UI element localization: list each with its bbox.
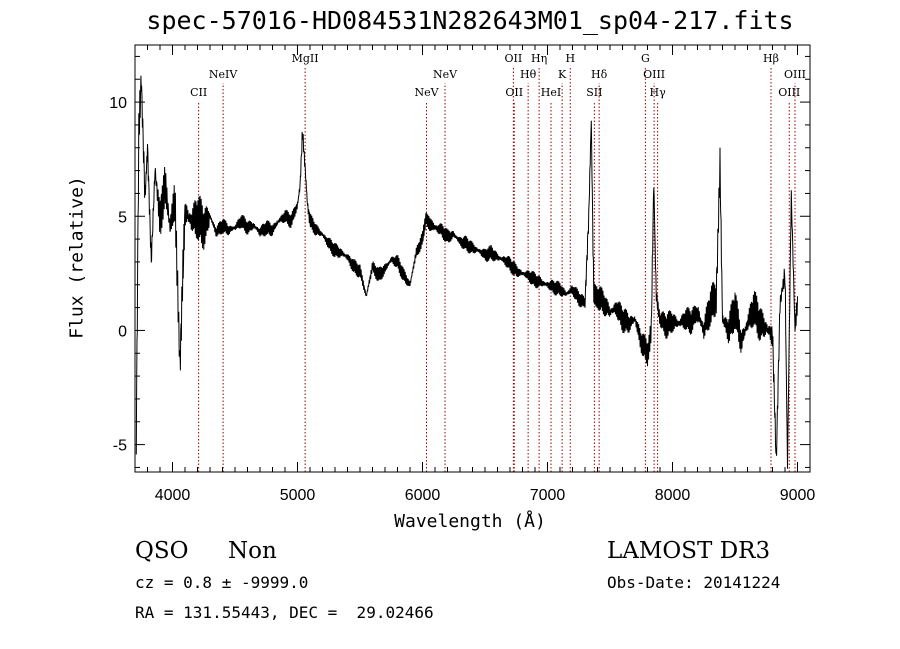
y-axis-label: Flux (relative) [66, 176, 88, 339]
line-marker-label: OIII [778, 86, 800, 99]
x-tick-label: 7000 [530, 487, 566, 504]
x-tick-label: 8000 [655, 487, 691, 504]
line-marker-label: Hθ [520, 68, 537, 81]
x-tick-label: 9000 [780, 487, 816, 504]
line-marker-label: HeI [541, 86, 561, 99]
plot-frame [134, 44, 811, 473]
line-marker-label: Hγ [650, 86, 667, 99]
x-tick-label: 6000 [405, 487, 441, 504]
line-marker-label: CII [190, 86, 207, 99]
line-marker-label: OIII [643, 68, 665, 81]
line-marker-label: NeIV [209, 68, 238, 81]
line-marker-label: Hβ [763, 52, 779, 65]
y-tick-label: 10 [109, 95, 127, 112]
x-tick-label: 5000 [280, 487, 316, 504]
line-marker-label: G [641, 52, 650, 65]
y-tick-label: 0 [118, 323, 127, 340]
line-marker-label: K [558, 68, 567, 81]
spectrum-line [135, 75, 798, 469]
line-marker-label: Hδ [591, 68, 608, 81]
line-marker-label: NeV [414, 86, 439, 99]
y-tick-label: -5 [113, 438, 127, 455]
obs-date-text: Obs-Date: 20141224 [607, 573, 781, 592]
line-marker-label: NeV [433, 68, 458, 81]
line-marker-label: OII [505, 52, 523, 65]
y-tick-label: 5 [118, 209, 127, 226]
object-class: QSO [135, 538, 189, 564]
line-marker-label: H [565, 52, 575, 65]
line-marker-label: Hη [531, 52, 547, 65]
redshift-text: cz = 0.8 ± -9999.0 [135, 573, 309, 592]
chart-title: spec-57016-HD084531N282643M01_sp04-217.f… [146, 6, 794, 35]
object-subclass: Non [228, 538, 277, 564]
line-marker-label: OII [505, 86, 523, 99]
line-marker-label: MgII [292, 52, 319, 65]
line-marker-label: SII [586, 86, 602, 99]
survey-name: LAMOST DR3 [607, 538, 771, 564]
x-tick-label: 4000 [155, 487, 191, 504]
line-marker-label: OIII [784, 68, 806, 81]
x-axis-label: Wavelength (Å) [394, 511, 546, 532]
ra-dec-text: RA = 131.55443, DEC = 29.02466 [135, 603, 434, 622]
